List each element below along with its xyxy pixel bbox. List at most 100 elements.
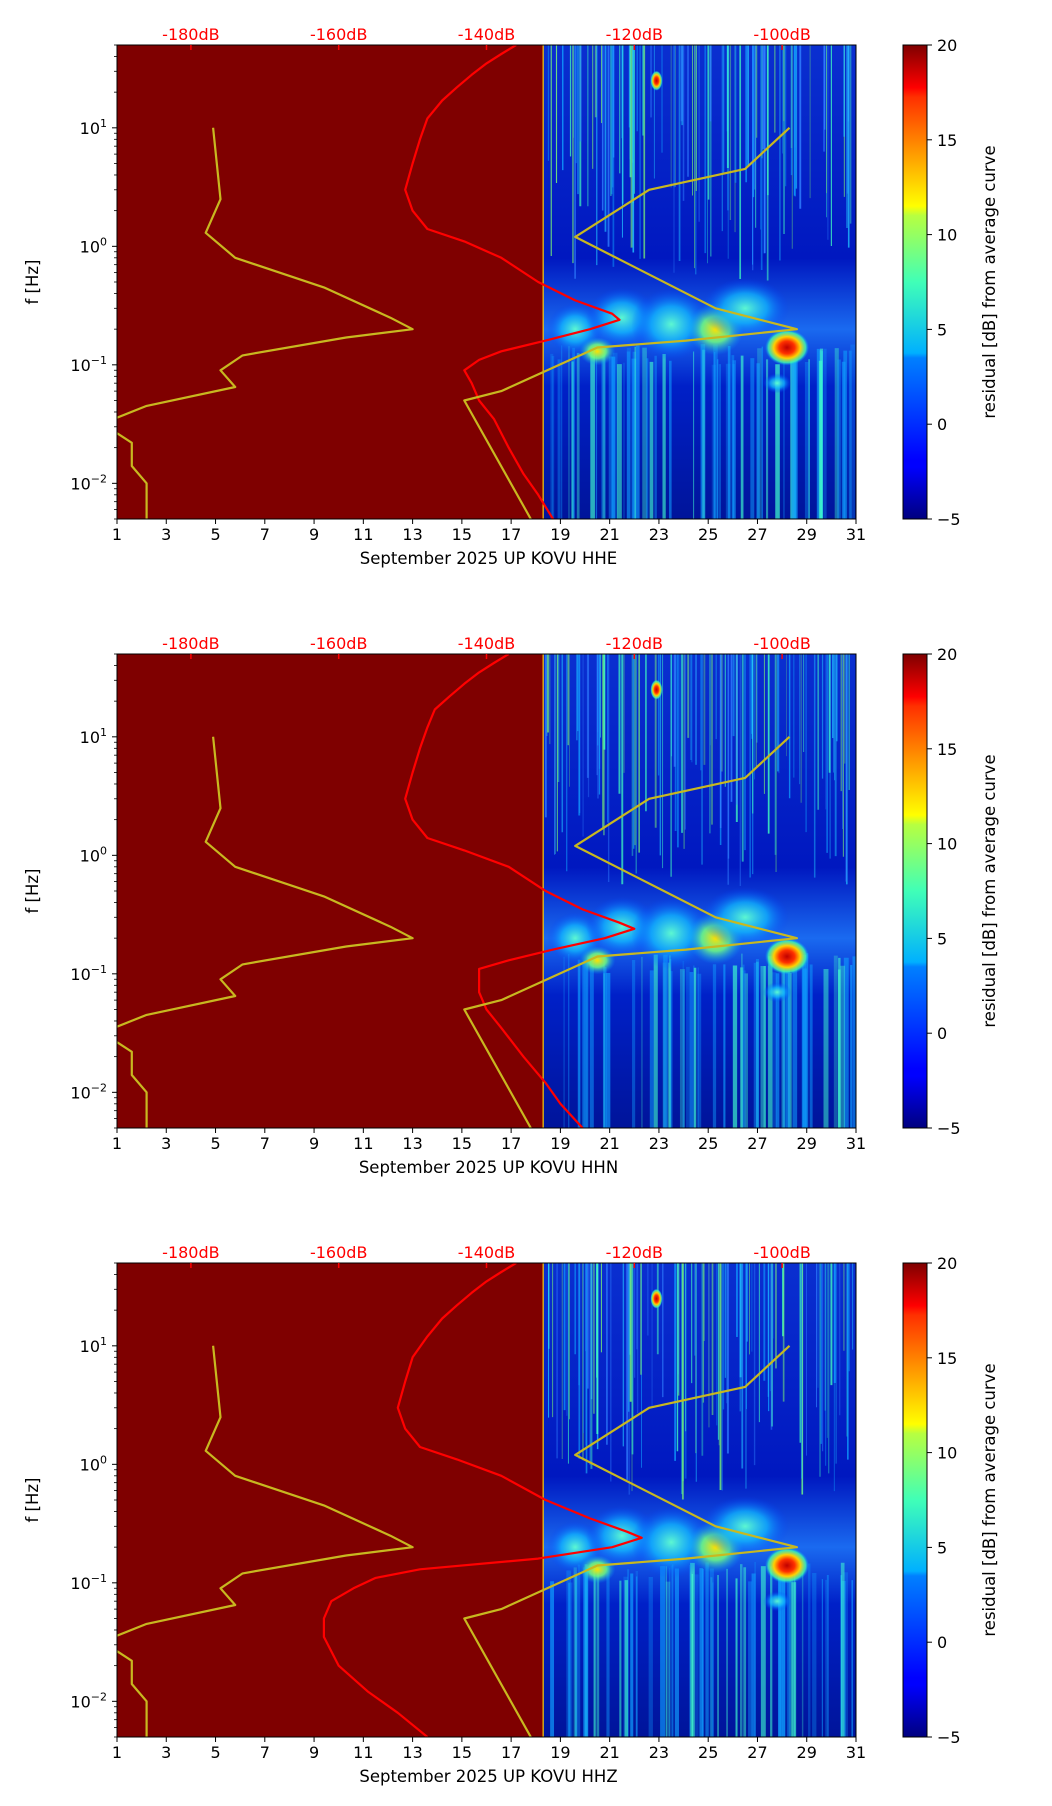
x-tick-label: 27 [747,1743,767,1762]
high-frequency-hotspot [650,1288,663,1309]
colorbar-tick-label: 0 [937,415,947,434]
colorbar-tick-label: 20 [937,645,957,664]
top-axis-label: -120dB [606,25,663,44]
series-line-1 [117,127,414,519]
y-tick-label: 10−1 [70,1572,107,1593]
top-axis-label: -180dB [162,634,219,653]
colorbar: −5 0 5 10 15 20 residual [dB] from average cur… [902,36,999,529]
series-line-0 [404,654,636,1128]
y-axis-label: f [Hz] [23,869,42,914]
x-tick-label: 21 [599,1743,619,1762]
x-tick-label: 7 [260,1743,270,1762]
x-tick-label: 17 [501,1134,521,1153]
top-axis-label: -100dB [753,1243,810,1262]
x-tick-label: 31 [846,525,866,544]
series-line-2 [463,735,799,1128]
microseism-band [547,1496,810,1612]
x-tick-label: 27 [747,525,767,544]
x-tick-label: 21 [599,1134,619,1153]
series-line-2 [463,1344,799,1737]
x-tick-label: 5 [210,1134,220,1153]
y-tick-label: 10−2 [70,1081,107,1102]
x-tick-label: 13 [402,1743,422,1762]
colorbar-label: residual [dB] from average curve [980,145,999,418]
colorbar-tick-label: 10 [937,835,957,854]
colorbar-gradient [902,653,928,1129]
x-tick-label: 23 [649,1743,669,1762]
microseism-band [547,887,810,1003]
x-tick-label: 15 [452,525,472,544]
y-tick-label: 101 [80,117,107,138]
plot-area [117,1263,856,1737]
no-data-region [117,654,544,1128]
plot-area [117,654,856,1128]
y-tick-label: 100 [80,844,107,865]
x-axis-label: September 2025 UP KOVU HHE [360,549,617,568]
y-tick-label: 101 [80,1335,107,1356]
x-tick-label: 25 [698,1743,718,1762]
x-tick-label: 7 [260,525,270,544]
x-tick-label: 19 [550,1134,570,1153]
x-axis-label: September 2025 UP KOVU HHN [359,1158,618,1177]
top-axis-label: -160dB [310,25,367,44]
x-axis-label: September 2025 UP KOVU HHZ [359,1767,617,1786]
x-tick-label: 3 [161,525,171,544]
x-tick-label: 3 [161,1743,171,1762]
y-tick-label: 10−2 [70,472,107,493]
top-axis-label: -100dB [753,25,810,44]
x-tick-label: 15 [452,1134,472,1153]
y-tick-label: 10−1 [70,354,107,375]
colorbar-tick-label: 20 [937,1254,957,1273]
colorbar-tick-label: 5 [937,929,947,948]
x-tick-label: 1 [112,1134,122,1153]
x-tick-label: 11 [353,1134,373,1153]
series-line-1 [117,1345,414,1737]
x-tick-label: 21 [599,525,619,544]
x-tick-label: 13 [402,1134,422,1153]
top-axis-label: -120dB [606,1243,663,1262]
x-tick-label: 3 [161,1134,171,1153]
x-tick-label: 25 [698,1134,718,1153]
spectrogram-streaks [547,45,855,519]
top-axis-label: -140dB [458,25,515,44]
x-tick-label: 9 [309,525,319,544]
colorbar-tick-label: 0 [937,1024,947,1043]
x-tick-label: 7 [260,1134,270,1153]
top-axis-label: -160dB [310,634,367,653]
colorbar-gradient [902,1262,928,1738]
y-axis-label: f [Hz] [23,1478,42,1523]
x-tick-label: 29 [797,525,817,544]
x-tick-label: 19 [550,1743,570,1762]
y-tick-label: 10−2 [70,1690,107,1711]
colorbar-tick-label: −5 [937,1728,961,1747]
colorbar-label: residual [dB] from average curve [980,1363,999,1636]
colorbar: −5 0 5 10 15 20 residual [dB] from average cur… [902,645,999,1138]
x-tick-label: 23 [649,525,669,544]
x-tick-label: 9 [309,1134,319,1153]
colorbar-tick-label: 15 [937,1349,957,1368]
x-tick-label: 11 [353,525,373,544]
spectrogram-streaks [548,1263,854,1737]
x-tick-label: 1 [112,525,122,544]
colorbar-tick-label: 5 [937,320,947,339]
x-tick-label: 23 [649,1134,669,1153]
top-axis-label: -180dB [162,25,219,44]
y-axis-label: f [Hz] [23,260,42,305]
y-tick-label: 10−1 [70,963,107,984]
colorbar-tick-label: 10 [937,226,957,245]
x-tick-label: 13 [402,525,422,544]
x-tick-label: 31 [846,1743,866,1762]
colorbar-tick-label: 0 [937,1633,947,1652]
top-axis-label: -140dB [458,634,515,653]
colorbar-label: residual [dB] from average curve [980,754,999,1027]
no-data-region [117,45,544,519]
colorbar: −5 0 5 10 15 20 residual [dB] from average cur… [902,1254,999,1747]
colorbar-tick-label: 15 [937,131,957,150]
x-tick-label: 25 [698,525,718,544]
x-tick-label: 17 [501,1743,521,1762]
top-axis-label: -120dB [606,634,663,653]
